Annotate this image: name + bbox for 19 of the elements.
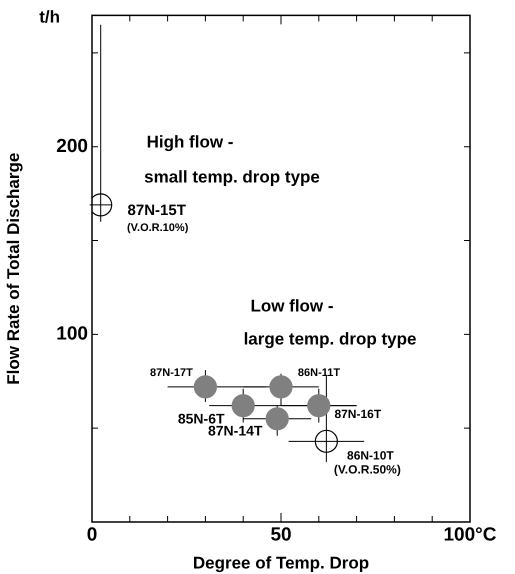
x-tick-label: 0 — [86, 524, 98, 546]
y-tick-label: 200 — [56, 136, 88, 157]
annotation: large temp. drop type — [244, 330, 416, 349]
annotation: Low flow - — [250, 296, 334, 316]
annotation: (V.O.R.50%) — [334, 462, 401, 477]
y-axis-title: Flow Rate of Total Discharge — [4, 152, 23, 385]
annotation: 87N-17T — [150, 366, 194, 379]
y-tick-label: 100 — [56, 324, 88, 345]
annotation: small temp. drop type — [144, 168, 320, 187]
annotation: 86N-10T — [347, 448, 394, 463]
x-axis-title: Degree of Temp. Drop — [192, 553, 370, 572]
x-tick-label: 100°C — [443, 524, 497, 546]
annotation: High flow - — [146, 132, 234, 152]
annotation: 87N-15T — [128, 202, 186, 220]
text: t/h — [39, 8, 60, 27]
annotation: 87N-16T — [334, 406, 382, 421]
annotation: (V.O.R.10%) — [127, 222, 189, 234]
annotation: 86N-11T — [298, 366, 340, 379]
x-tick-label: 50 — [270, 524, 292, 546]
